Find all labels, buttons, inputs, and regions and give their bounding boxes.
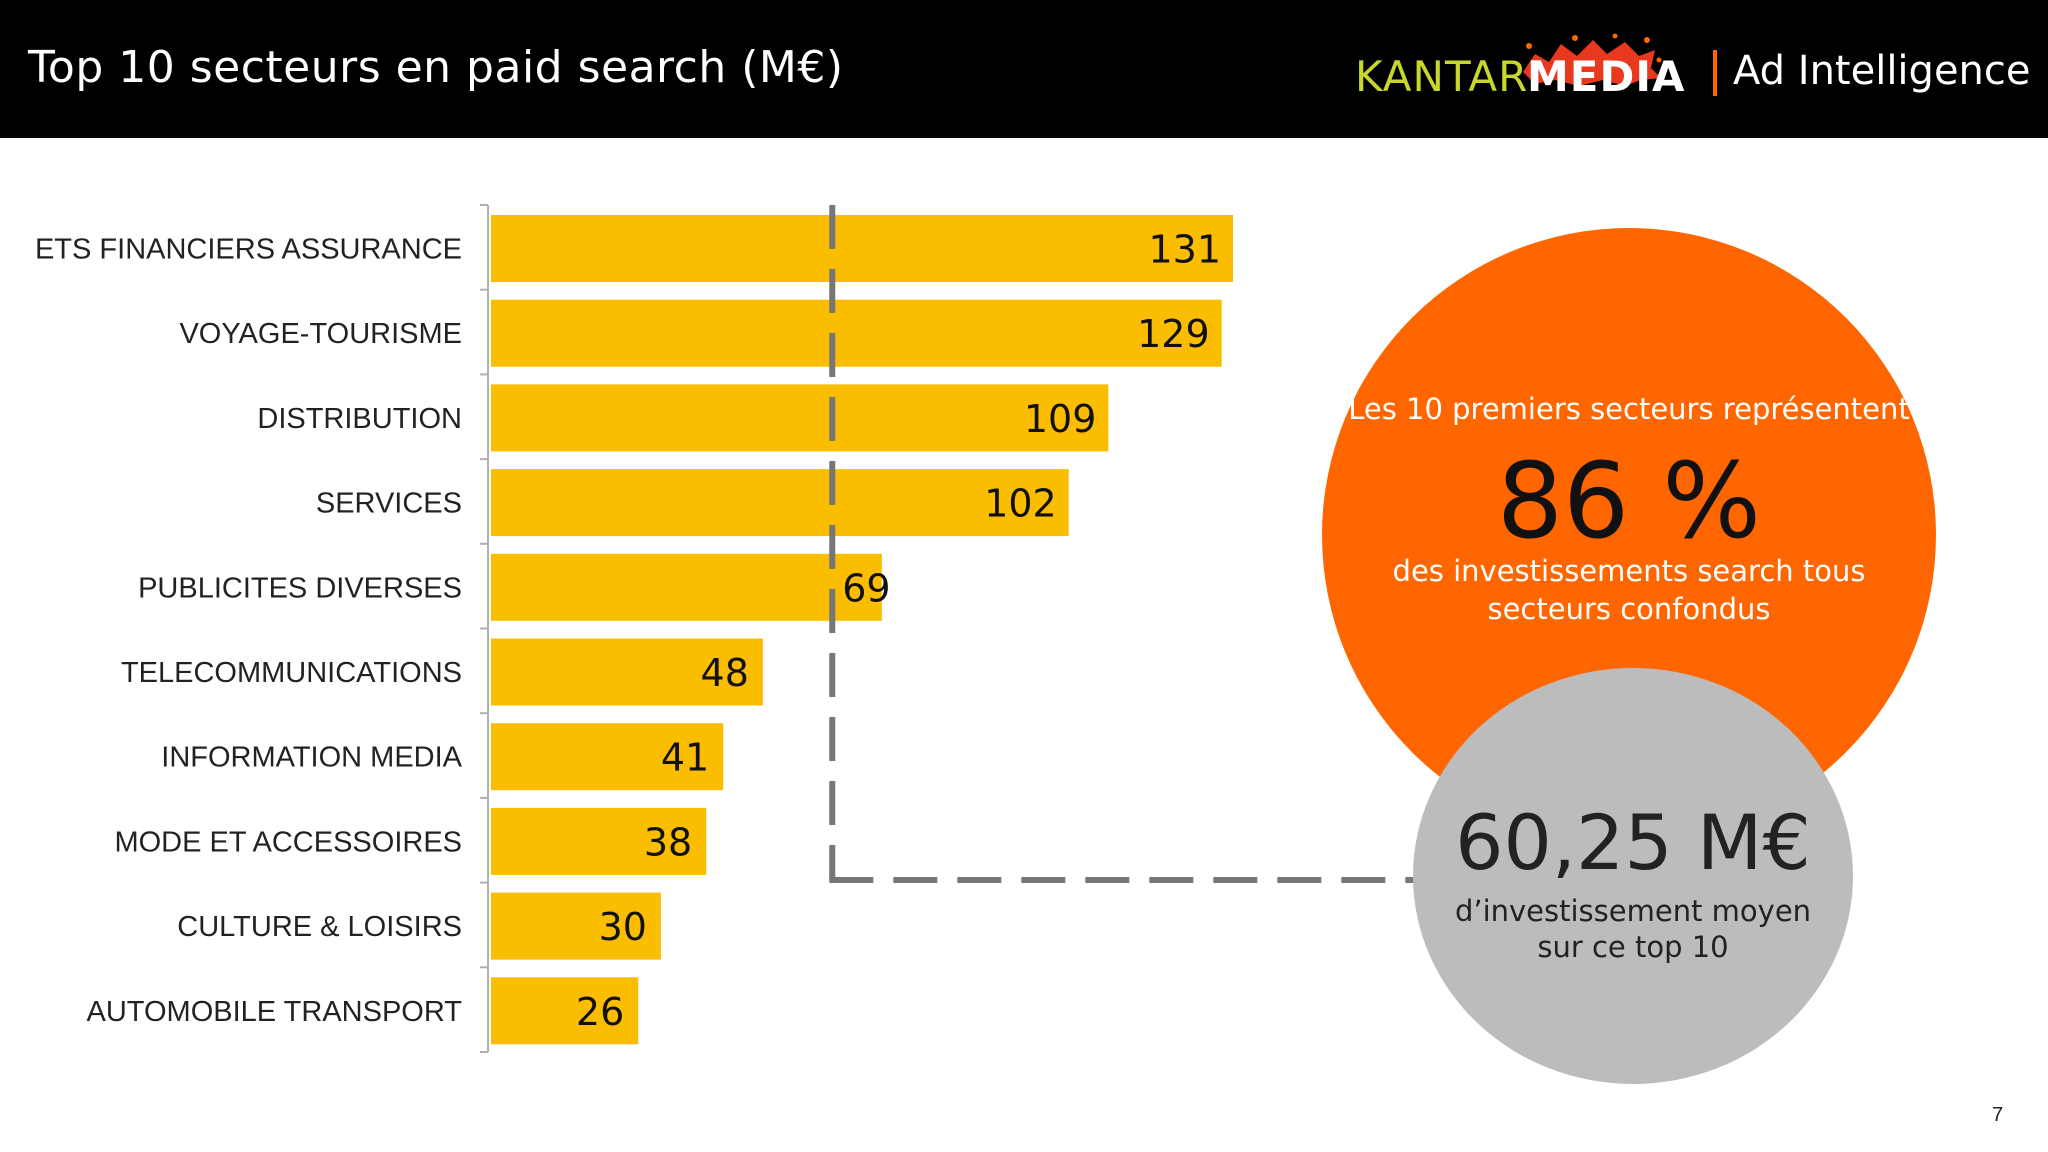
value-label: 38 (644, 820, 692, 864)
kantar-media-logo: KANTAR MEDIA (1355, 33, 1684, 106)
value-label: 30 (599, 905, 647, 949)
share-callout-line2: des investissements search tous (1392, 554, 1866, 588)
average-callout-line1: d’investissement moyen (1454, 894, 1812, 928)
value-label: 26 (576, 990, 624, 1034)
logo-kantar-text: KANTAR (1355, 52, 1529, 101)
category-label: CULTURE & LOISIRS (177, 911, 462, 943)
page-number: 7 (1992, 1104, 2004, 1126)
category-label: TELECOMMUNICATIONS (121, 657, 462, 689)
bar-6 (491, 638, 763, 706)
header-separator (1713, 50, 1717, 96)
bar-9 (491, 892, 661, 960)
average-callout-value: 60,25 M€ (1455, 798, 1811, 887)
category-label: AUTOMOBILE TRANSPORT (87, 996, 463, 1028)
value-label: 48 (701, 651, 749, 695)
share-callout-line3: secteurs confondus (1487, 592, 1771, 626)
value-label: 109 (1024, 397, 1097, 441)
bar-1 (491, 215, 1233, 282)
bar-chart: ETS FINANCIERS ASSURANCE 131 VOYAGE-TOURIS… (35, 204, 1420, 1053)
page-title: Top 10 secteurs en paid search (M€) (28, 42, 844, 93)
bar-5 (491, 553, 882, 621)
value-label: 129 (1137, 312, 1210, 356)
bar-2 (491, 299, 1222, 367)
paint-splash-icon (1523, 33, 1662, 86)
bar-4 (491, 469, 1069, 537)
category-label: DISTRIBUTION (257, 403, 462, 435)
category-label: SERVICES (316, 488, 462, 520)
bar-7 (491, 723, 724, 791)
category-label: MODE ET ACCESSOIRES (114, 826, 462, 858)
header-subtitle: Ad Intelligence (1733, 48, 2031, 94)
category-label: INFORMATION MEDIA (161, 742, 462, 774)
category-label: VOYAGE-TOURISME (179, 318, 462, 350)
category-label: PUBLICITES DIVERSES (138, 572, 462, 604)
average-line (829, 205, 1420, 883)
value-label: 131 (1148, 228, 1221, 272)
share-callout-percentage: 86 % (1496, 440, 1762, 562)
chart-bars: ETS FINANCIERS ASSURANCE 131 VOYAGE-TOURIS… (35, 215, 1233, 1045)
average-callout-line2: sur ce top 10 (1537, 930, 1729, 964)
average-callout-circle: 60,25 M€ d’investissement moyen sur ce t… (1413, 668, 1853, 1084)
category-label: ETS FINANCIERS ASSURANCE (35, 234, 462, 266)
value-label: 69 (842, 566, 890, 610)
bar-10 (491, 977, 639, 1045)
bar-3 (491, 384, 1109, 452)
bar-8 (491, 807, 707, 875)
header-bar: Top 10 secteurs en paid search (M€) KANT… (0, 0, 2048, 138)
value-label: 102 (984, 482, 1057, 526)
share-callout-intro: Les 10 premiers secteurs représentent (1348, 392, 1910, 426)
value-label: 41 (661, 736, 709, 780)
chart-axis (480, 204, 489, 1053)
logo-media-text: MEDIA (1527, 52, 1686, 101)
